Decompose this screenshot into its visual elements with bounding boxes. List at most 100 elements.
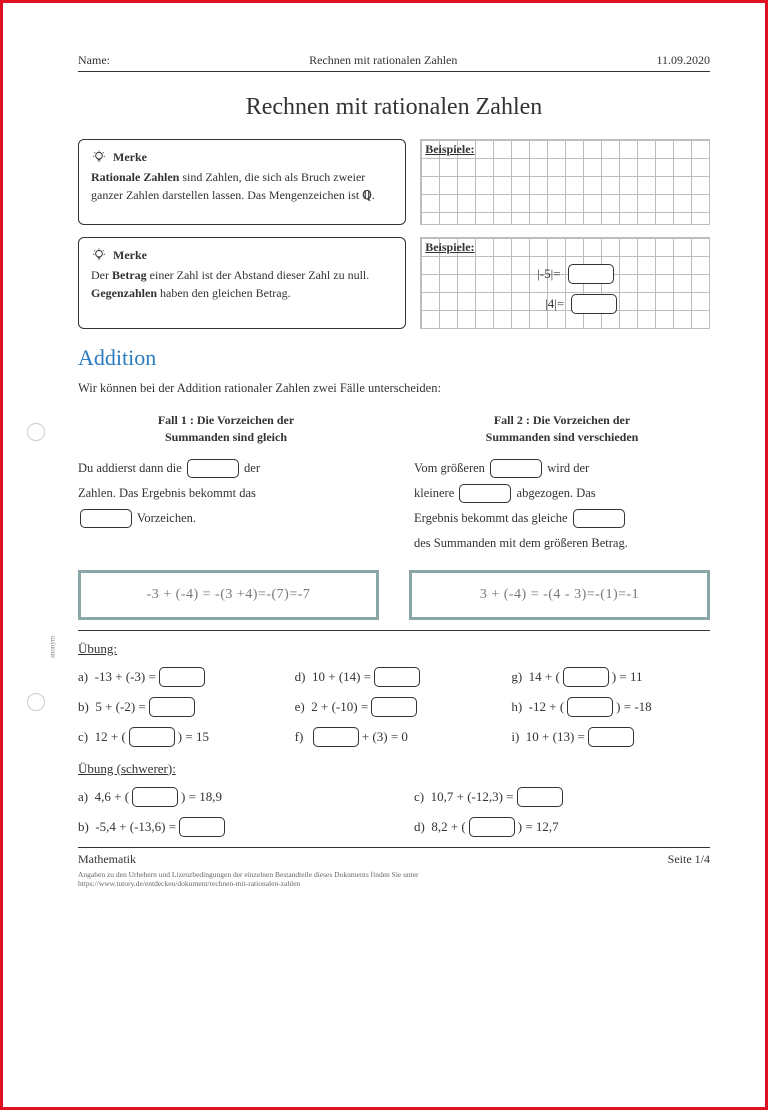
merke-box-1: Merke Rationale Zahlen sind Zahlen, die … (78, 139, 406, 225)
exercise-item: b) -5,4 + (-13,6) = (78, 817, 374, 837)
text: des Summanden mit dem größeren Betrag. (414, 536, 628, 550)
item-key: a) (78, 669, 95, 685)
exercise-item: c) 12 + ( ) = 15 (78, 727, 277, 747)
blank-box[interactable] (573, 509, 625, 528)
answer-box[interactable] (374, 667, 420, 687)
page-footer: Mathematik Seite 1/4 (78, 847, 710, 867)
example-grid-2: Beispiele: |-5|= |4|= (420, 237, 710, 329)
answer-box[interactable] (371, 697, 417, 717)
text: Summanden sind verschieden (486, 430, 639, 444)
answer-box[interactable] (571, 294, 617, 314)
page-header: Name: Rechnen mit rationalen Zahlen 11.0… (78, 53, 710, 72)
merke-head: Merke (113, 148, 147, 166)
doc-title: Rechnen mit rationalen Zahlen (309, 53, 457, 68)
answer-box[interactable] (179, 817, 225, 837)
exercise-grid-1: a) -13 + (-3) = d) 10 + (14) = g) 14 + (… (78, 667, 710, 747)
case-1: Fall 1 : Die Vorzeichen der Summanden si… (78, 412, 374, 556)
expr-pre: 10 + (14) = (312, 669, 371, 685)
text: abgezogen. Das (513, 486, 595, 500)
section-title: Addition (78, 345, 710, 371)
text: kleinere (414, 486, 457, 500)
exercise-item: d) 8,2 + ( ) = 12,7 (414, 817, 710, 837)
item-key: e) (295, 699, 312, 715)
expr-pre: 10,7 + (-12,3) = (431, 789, 514, 805)
blank-box[interactable] (80, 509, 132, 528)
answer-box[interactable] (149, 697, 195, 717)
answer-box[interactable] (563, 667, 609, 687)
date: 11.09.2020 (656, 53, 710, 68)
answer-box[interactable] (567, 697, 613, 717)
text: . (372, 188, 375, 202)
blank-box[interactable] (490, 459, 542, 478)
side-label: anonym (48, 636, 56, 659)
text: einer Zahl ist der Abstand dieser Zahl z… (147, 268, 370, 282)
answer-box[interactable] (588, 727, 634, 747)
text: haben den gleichen Betrag. (157, 286, 291, 300)
bold-term: Betrag (112, 268, 147, 282)
expr-pre: 2 + (-10) = (311, 699, 368, 715)
item-key: c) (414, 789, 431, 805)
merke-box-2: Merke Der Betrag einer Zahl ist der Abst… (78, 237, 406, 329)
punch-hole (27, 423, 45, 441)
expr-post: ) = 11 (612, 669, 643, 685)
example-box-1: -3 + (-4) = -(3 +4)=-(7)=-7 (78, 570, 379, 620)
blank-box[interactable] (459, 484, 511, 503)
beispiele-label: Beispiele: (425, 142, 474, 157)
exercise-item: d) 10 + (14) = (295, 667, 494, 687)
item-key: b) (78, 699, 95, 715)
case-body: Du addierst dann die der Zahlen. Das Erg… (78, 456, 374, 531)
text: Du addierst dann die (78, 461, 185, 475)
expr-pre: -12 + ( (529, 699, 565, 715)
page-title: Rechnen mit rationalen Zahlen (78, 94, 710, 121)
item-key: i) (511, 729, 525, 745)
exercise-item: i) 10 + (13) = (511, 727, 710, 747)
exercise-item: h) -12 + ( ) = -18 (511, 697, 710, 717)
case-2: Fall 2 : Die Vorzeichen der Summanden si… (414, 412, 710, 556)
text: Ergebnis bekommt das gleiche (414, 511, 571, 525)
grid-example-row: |4|= (545, 294, 620, 314)
punch-hole (27, 693, 45, 711)
text: Angaben zu den Urhebern und Lizenzbeding… (78, 870, 419, 879)
item-key: d) (414, 819, 431, 835)
item-key: c) (78, 729, 95, 745)
item-key: b) (78, 819, 95, 835)
answer-box[interactable] (159, 667, 205, 687)
text: wird der (544, 461, 589, 475)
answer-box[interactable] (517, 787, 563, 807)
text: https://www.tutory.de/entdecken/dokument… (78, 879, 300, 888)
ubung-label: Übung (schwerer): (78, 761, 710, 777)
case-heading: Fall 1 : Die Vorzeichen der Summanden si… (78, 412, 374, 446)
blank-box[interactable] (187, 459, 239, 478)
merke-text: Rationale Zahlen sind Zahlen, die sich a… (91, 168, 393, 204)
expr-pre: -13 + (-3) = (95, 669, 156, 685)
grid-example-row: |-5|= (537, 264, 616, 284)
bold-term: Gegenzahlen (91, 286, 157, 300)
expr-pre: -5,4 + (-13,6) = (95, 819, 176, 835)
expr-pre: 12 + ( (95, 729, 126, 745)
item-key: a) (78, 789, 95, 805)
merke-head: Merke (113, 246, 147, 264)
name-label: Name: (78, 53, 110, 68)
merke-row-2: Merke Der Betrag einer Zahl ist der Abst… (78, 237, 710, 329)
answer-box[interactable] (132, 787, 178, 807)
answer-box[interactable] (313, 727, 359, 747)
page-number: Seite 1/4 (668, 852, 710, 867)
expr-post: ) = 18,9 (181, 789, 222, 805)
exercise-item: b) 5 + (-2) = (78, 697, 277, 717)
answer-box[interactable] (568, 264, 614, 284)
worked-examples: -3 + (-4) = -(3 +4)=-(7)=-7 3 + (-4) = -… (78, 570, 710, 620)
case-body: Vom größeren wird der kleinere abgezogen… (414, 456, 710, 556)
subject: Mathematik (78, 852, 136, 867)
answer-box[interactable] (469, 817, 515, 837)
exercise-item: f) + (3) = 0 (295, 727, 494, 747)
cases-row: Fall 1 : Die Vorzeichen der Summanden si… (78, 412, 710, 556)
merke-text: Der Betrag einer Zahl ist der Abstand di… (91, 266, 393, 302)
exercise-item: c) 10,7 + (-12,3) = (414, 787, 710, 807)
text: Fall 1 : Die Vorzeichen der (158, 413, 294, 427)
answer-box[interactable] (129, 727, 175, 747)
fine-print: Angaben zu den Urhebern und Lizenzbeding… (78, 870, 710, 890)
text: der (241, 461, 260, 475)
exercise-item: a) -13 + (-3) = (78, 667, 277, 687)
expr-post: ) = 15 (178, 729, 209, 745)
exercise-grid-2: a) 4,6 + ( ) = 18,9c) 10,7 + (-12,3) = b… (78, 787, 710, 837)
